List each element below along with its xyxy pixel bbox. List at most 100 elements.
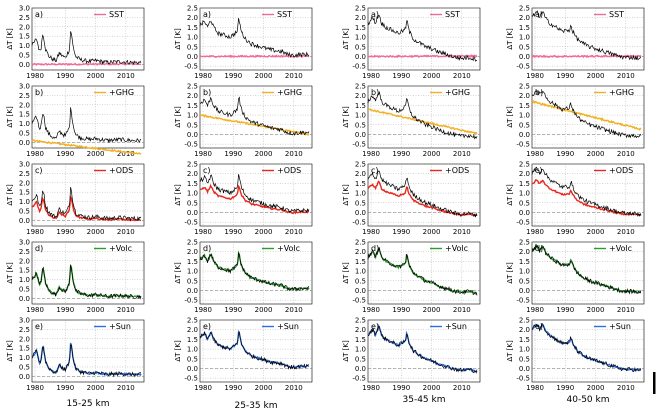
x-tick-label: 2000	[423, 228, 441, 236]
x-tick-label: 1990	[224, 228, 242, 236]
x-tick-label: 1980	[26, 72, 44, 80]
x-tick-label: 1990	[56, 384, 74, 392]
y-tick-label: 0.5	[519, 121, 530, 129]
panel-40-50 km-+ODS: 1980 1990 2000 2010 -0.5 0.0 0.51.0 1.5 2.02.5 ΔT…	[506, 161, 645, 236]
y-tick-label: 1.5	[19, 33, 30, 41]
y-axis-label: ΔT [K]	[6, 28, 14, 50]
y-tick-label: 2.0	[187, 14, 198, 22]
panel-frame	[199, 85, 313, 149]
observed-series-line	[31, 344, 142, 378]
panel-letter: b)	[35, 88, 43, 97]
panel-letter: d)	[371, 244, 379, 253]
panel-35-45 km-+ODS: 1980 1990 2000 2010 -0.5 0.0 0.51.0 1.5 2.02.5 ΔT…	[342, 161, 481, 236]
y-axis-label: ΔT [K]	[506, 340, 514, 362]
x-tick-label: 1990	[56, 72, 74, 80]
y-tick-label: 2.5	[187, 5, 198, 13]
y-tick-label: 0.0	[19, 139, 30, 147]
x-tick-label: 1980	[526, 72, 544, 80]
x-tick-label: 2000	[255, 228, 273, 236]
y-tick-label: 2.5	[187, 161, 198, 169]
observed-series-line	[31, 264, 142, 300]
x-tick-label: 1990	[392, 72, 410, 80]
y-tick-label: 2.0	[19, 335, 30, 343]
panel-frame	[199, 241, 313, 305]
x-tick-label: 1980	[362, 306, 380, 314]
y-tick-label: 3.0	[19, 83, 30, 91]
x-tick-label: 1980	[194, 384, 212, 392]
legend-label: +GHG	[277, 88, 302, 97]
y-tick-label: 2.0	[187, 170, 198, 178]
x-tick-label: 1980	[362, 384, 380, 392]
y-tick-label: 0.5	[19, 285, 30, 293]
y-tick-label: 2.5	[519, 239, 530, 247]
y-tick-label: 1.5	[187, 102, 198, 110]
x-tick-label: 2000	[255, 306, 273, 314]
y-axis-label: ΔT [K]	[506, 262, 514, 284]
y-tick-label: 1.0	[19, 120, 30, 128]
y-tick-label: 0.5	[187, 121, 198, 129]
y-tick-label: 2.0	[187, 248, 198, 256]
x-tick-label: 2010	[453, 228, 471, 236]
panel-40-50 km-+GHG: 1980 1990 2000 2010 -0.5 0.0 0.51.0 1.5 2.02.5 ΔT…	[506, 83, 645, 158]
y-tick-label: -0.5	[352, 141, 366, 149]
y-tick-label: 1.5	[519, 102, 530, 110]
x-tick-label: 1980	[526, 306, 544, 314]
x-tick-label: 2010	[617, 150, 635, 158]
y-tick-label: 0.0	[19, 373, 30, 381]
legend-label: +Sun	[277, 322, 299, 331]
observed-series-line	[199, 18, 310, 58]
x-tick-label: 2000	[87, 306, 105, 314]
model-series-line	[531, 323, 642, 372]
observed-series-line	[200, 96, 310, 136]
x-tick-label: 1980	[26, 228, 44, 236]
y-tick-label: 0.0	[187, 209, 198, 217]
x-tick-label: 1980	[526, 384, 544, 392]
y-tick-label: 2.5	[19, 170, 30, 178]
y-axis-label: ΔT [K]	[342, 262, 350, 284]
y-tick-label: 1.0	[519, 190, 530, 198]
x-tick-label: 1990	[56, 306, 74, 314]
observed-series-line	[531, 90, 642, 139]
model-series-line	[531, 54, 642, 59]
panel-25-35 km-+GHG: 1980 1990 2000 2010 -0.5 0.0 0.51.0 1.5 2.02.5 ΔT…	[174, 83, 313, 158]
y-tick-label: 1.5	[19, 189, 30, 197]
y-axis-label: ΔT [K]	[506, 28, 514, 50]
panel-15-25 km-+Volc: 1980 1990 2000 2010 0.0 0.51.01.5 2.02.53.0 ΔT …	[6, 239, 145, 314]
y-tick-label: 2.0	[355, 326, 366, 334]
y-tick-label: 1.5	[19, 111, 30, 119]
y-tick-label: 2.5	[187, 317, 198, 325]
y-tick-label: 0.5	[19, 129, 30, 137]
y-tick-label: -0.5	[184, 375, 198, 383]
y-tick-label: 0.0	[19, 295, 30, 303]
y-axis-label: ΔT [K]	[174, 28, 182, 50]
y-tick-label: 2.5	[355, 83, 366, 91]
x-tick-label: 2000	[587, 384, 605, 392]
legend-label: +Sun	[609, 322, 631, 331]
y-tick-label: -0.5	[516, 297, 530, 305]
y-tick-label: 1.0	[519, 34, 530, 42]
y-tick-label: 0.5	[355, 277, 366, 285]
scale-bar-icon	[653, 372, 656, 394]
x-tick-label: 2000	[423, 384, 441, 392]
x-tick-label: 1980	[26, 306, 44, 314]
y-tick-label: -0.5	[352, 63, 366, 71]
y-tick-label: 1.0	[19, 354, 30, 362]
y-tick-label: 1.0	[355, 268, 366, 276]
y-tick-label: 2.5	[187, 83, 198, 91]
y-tick-label: -0.5	[516, 141, 530, 149]
panel-frame	[367, 319, 481, 383]
x-tick-label: 2010	[617, 306, 635, 314]
x-tick-label: 1990	[556, 228, 574, 236]
y-tick-label: 0.5	[355, 43, 366, 51]
x-tick-label: 1980	[26, 150, 44, 158]
y-axis-label: ΔT [K]	[342, 184, 350, 206]
y-tick-label: 0.0	[519, 53, 530, 61]
y-tick-label: 2.5	[519, 5, 530, 13]
y-tick-label: 0.5	[519, 43, 530, 51]
y-axis-label: ΔT [K]	[174, 106, 182, 128]
observed-series-line	[531, 166, 642, 217]
legend-label: SST	[277, 10, 292, 19]
y-axis-label: ΔT [K]	[6, 340, 14, 362]
panel-letter: c)	[203, 166, 211, 175]
panel-frame	[531, 7, 645, 71]
